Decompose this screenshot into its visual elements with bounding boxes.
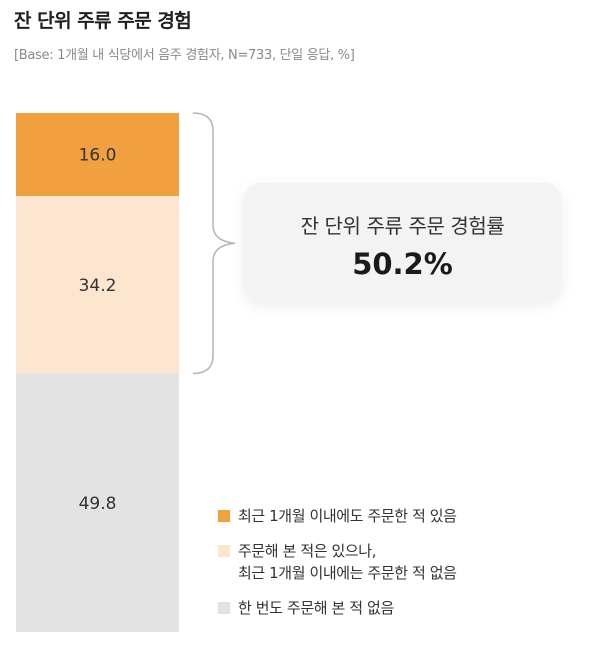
bar-segment-recent [16,113,179,197]
legend-label-recent: 최근 1개월 이내에도 주문한 적 있음 [238,507,457,525]
legend-label-ever: 주문해 본 적은 있으나, 최근 1개월 이내에는 주문한 적 없음 [238,542,457,582]
callout-label: 잔 단위 주류 주문 경험률 [300,214,505,238]
legend: 최근 1개월 이내에도 주문한 적 있음 주문해 본 적은 있으나, 최근 1개… [218,505,457,632]
bar-segment-ever [16,196,179,374]
bar-label-recent: 16.0 [79,146,117,166]
legend-item-ever: 주문해 본 적은 있으나, 최근 1개월 이내에는 주문한 적 없음 [218,540,457,584]
bar-label-ever: 34.2 [79,276,117,296]
legend-swatch-recent [218,510,230,522]
callout-value: 50.2% [352,247,453,281]
curly-bracket [192,112,236,375]
legend-swatch-ever [218,545,230,557]
legend-label-never: 한 번도 주문해 본 적 없음 [238,599,394,617]
legend-item-never: 한 번도 주문해 본 적 없음 [218,597,457,619]
chart-title: 잔 단위 주류 주문 경험 [14,10,192,32]
chart-subtitle: [Base: 1개월 내 식당에서 음주 경험자, N=733, 단일 응답, … [14,48,355,63]
bar-label-never: 49.8 [79,494,117,514]
legend-item-recent: 최근 1개월 이내에도 주문한 적 있음 [218,505,457,527]
bar-segment-never [16,373,179,632]
legend-swatch-never [218,602,230,614]
rate-callout-box: 잔 단위 주류 주문 경험률 50.2% [244,183,561,301]
